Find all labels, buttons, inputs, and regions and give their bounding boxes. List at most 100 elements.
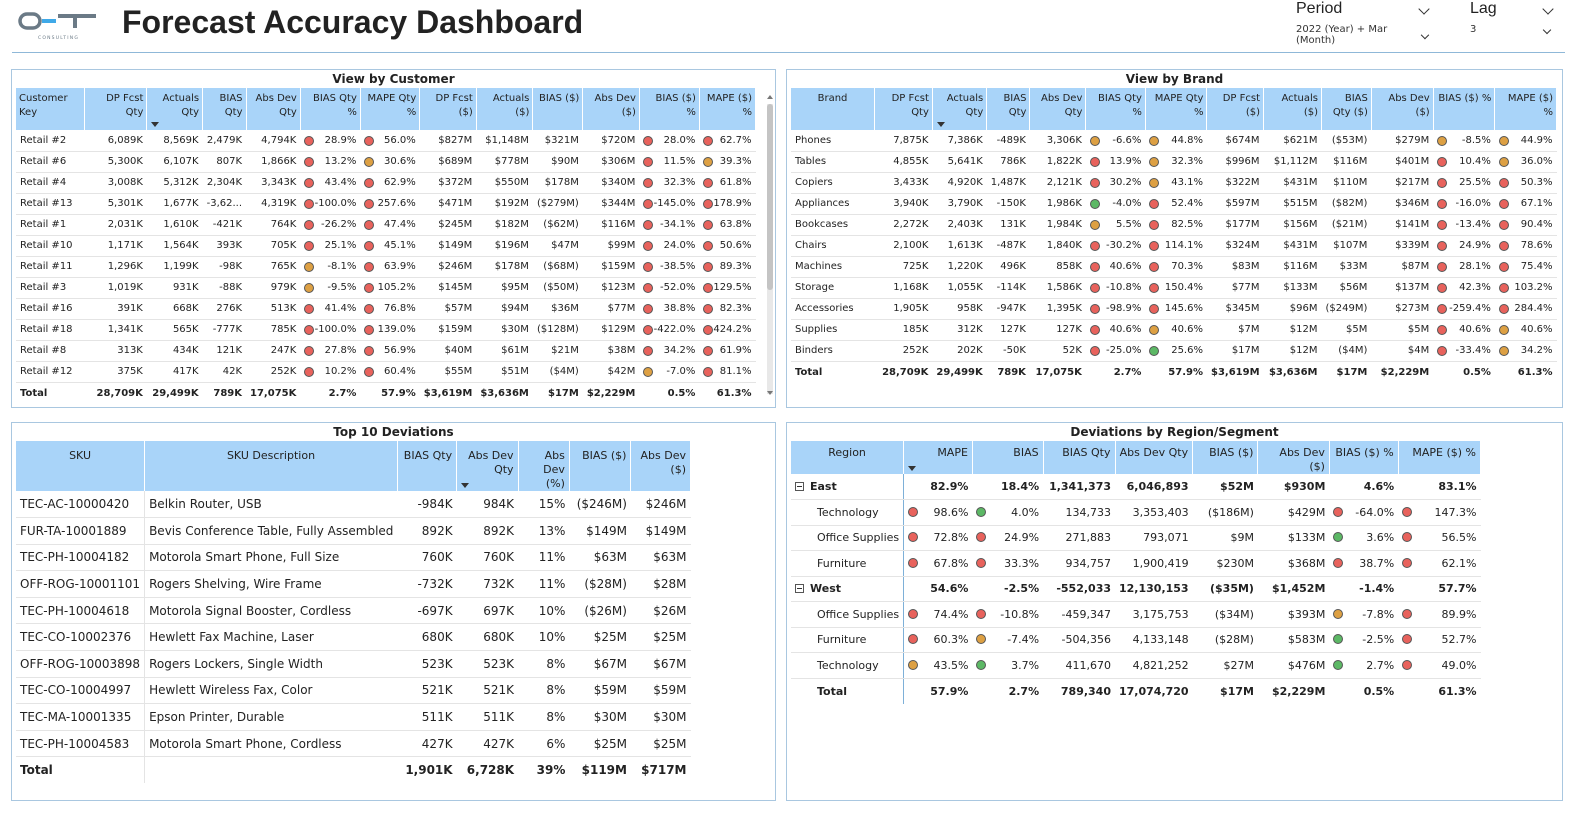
column-header[interactable]: Abs Dev Qty bbox=[246, 88, 301, 130]
column-header[interactable]: Actuals ($) bbox=[1263, 88, 1322, 130]
column-header[interactable]: BIAS ($) % bbox=[639, 88, 700, 130]
column-header[interactable]: MAPE Qty % bbox=[360, 88, 421, 130]
table-row[interactable]: Accessories 1,905K 958K -947K 1,395K -98.9% 14… bbox=[791, 298, 1557, 320]
table-row[interactable]: Tables 4,855K 5,641K 786K 1,822K 13.9% 32.3% $9… bbox=[791, 151, 1557, 173]
segment-row[interactable]: Technology 43.5% 3.7% 411,670 4,821,252 $27M $… bbox=[791, 652, 1481, 679]
column-header[interactable]: BIAS ($) % bbox=[1329, 441, 1399, 474]
sort-descending-icon[interactable] bbox=[151, 122, 160, 127]
table-row[interactable]: Retail #4 3,008K 5,312K 2,304K 3,343K 43.4% 62… bbox=[16, 172, 756, 194]
collapse-icon[interactable] bbox=[795, 584, 804, 594]
table-row[interactable]: Storage 1,168K 1,055K -114K 1,586K -10.8% 150.… bbox=[791, 277, 1557, 299]
chevron-down-icon[interactable] bbox=[1542, 25, 1552, 34]
column-header[interactable]: BIAS bbox=[972, 441, 1044, 474]
table-row[interactable]: Retail #1 2,031K 1,610K -421K 764K -26.2% 47.4… bbox=[16, 214, 756, 236]
column-header[interactable]: BIAS ($) bbox=[569, 441, 632, 491]
table-row[interactable]: Retail #2 6,089K 8,569K 2,479K 4,794K 28.9% 56… bbox=[16, 130, 756, 152]
table-row[interactable]: OFF-ROG-10003898 Rogers Lockers, Single W… bbox=[16, 650, 691, 678]
region-group-row[interactable]: West 54.6% -2.5% -552,033 12,130,153 ($35M) $1… bbox=[791, 576, 1481, 602]
table-row[interactable]: Retail #18 1,341K 565K -777K 785K -100.0% 139.… bbox=[16, 319, 756, 341]
column-header[interactable]: MAPE bbox=[903, 441, 973, 474]
column-header[interactable]: DP Fcst ($) bbox=[1206, 88, 1265, 130]
column-header[interactable]: Abs Dev ($) bbox=[630, 441, 691, 491]
column-header[interactable]: Abs Dev ($) bbox=[1371, 88, 1434, 130]
column-header[interactable]: MAPE ($) % bbox=[699, 88, 757, 130]
table-row[interactable]: TEC-MA-10001335 Epson Printer, Durable 511… bbox=[16, 703, 691, 731]
table-row[interactable]: Retail #16 391K 668K 276K 513K 41.4% 76.8% $57M… bbox=[16, 298, 756, 320]
region-name[interactable]: East bbox=[791, 474, 905, 500]
table-row[interactable]: TEC-PH-10004182 Motorola Smart Phone, Ful… bbox=[16, 544, 691, 572]
column-header[interactable]: MAPE ($) % bbox=[1398, 441, 1482, 474]
table-row[interactable]: Copiers 3,433K 4,920K 1,487K 2,121K 30.2% 43.1… bbox=[791, 172, 1557, 194]
table-row[interactable]: TEC-AC-10000420 Belkin Router, USB -984K 98… bbox=[16, 491, 691, 519]
chevron-down-icon[interactable] bbox=[1418, 3, 1430, 15]
customer-scrollbar[interactable] bbox=[767, 104, 773, 394]
table-row[interactable]: FUR-TA-10001889 Bevis Conference Table, F… bbox=[16, 517, 691, 545]
column-header[interactable]: Region bbox=[791, 441, 905, 474]
lag-slicer-value[interactable]: 3 bbox=[1470, 24, 1477, 35]
table-row[interactable]: Phones 7,875K 7,386K -489K 3,306K -6.6% 44.8% $… bbox=[791, 130, 1557, 152]
column-header[interactable]: Actuals Qty bbox=[932, 88, 988, 130]
column-header[interactable]: Actuals Qty bbox=[146, 88, 204, 130]
column-header[interactable]: MAPE Qty % bbox=[1145, 88, 1208, 130]
table-row[interactable]: Supplies 185K 312K 127K 127K 40.6% 40.6% $7M $12… bbox=[791, 319, 1557, 341]
segment-row[interactable]: Technology 98.6% 4.0% 134,733 3,353,403 ($186… bbox=[791, 499, 1481, 526]
column-header[interactable]: BIAS ($) bbox=[532, 88, 584, 130]
column-header[interactable]: DP Fcst Qty bbox=[874, 88, 933, 130]
table-row[interactable]: TEC-PH-10004583 Motorola Smart Phone, Cor… bbox=[16, 730, 691, 758]
sort-descending-icon[interactable] bbox=[461, 483, 470, 488]
table-row[interactable]: Retail #13 5,301K 1,677K -3,62... 4,319K -100… bbox=[16, 193, 756, 215]
table-row[interactable]: Retail #8 313K 434K 121K 247K 27.8% 56.9% $40M $… bbox=[16, 340, 756, 362]
column-header[interactable]: Abs Dev Qty bbox=[1029, 88, 1087, 130]
table-row[interactable]: Retail #10 1,171K 1,564K 393K 705K 25.1% 45.1%… bbox=[16, 235, 756, 257]
table-row[interactable]: Retail #3 1,019K 931K -88K 979K -9.5% 105.2% $1… bbox=[16, 277, 756, 299]
column-header[interactable]: Customer Key bbox=[16, 88, 85, 130]
column-header[interactable]: Abs Dev ($) bbox=[582, 88, 640, 130]
column-header[interactable]: SKU Description bbox=[144, 441, 398, 491]
column-header[interactable]: Abs Dev Qty bbox=[456, 441, 519, 491]
column-header[interactable]: BIAS Qty ($) bbox=[1321, 88, 1372, 130]
column-header[interactable]: BIAS ($) bbox=[1192, 441, 1259, 474]
column-header[interactable]: DP Fcst Qty bbox=[84, 88, 148, 130]
table-row[interactable]: Retail #11 1,296K 1,199K -98K 765K -8.1% 63.9%… bbox=[16, 256, 756, 278]
column-header[interactable]: BIAS Qty bbox=[1043, 441, 1116, 474]
sort-descending-icon[interactable] bbox=[908, 466, 917, 471]
segment-row[interactable]: Office Supplies 72.8% 24.9% 271,883 793,071 $… bbox=[791, 525, 1481, 551]
sort-descending-icon[interactable] bbox=[936, 122, 945, 127]
customer-scroll-thumb[interactable] bbox=[767, 104, 773, 290]
collapse-icon[interactable] bbox=[795, 482, 804, 491]
column-header[interactable]: Abs Dev ($) bbox=[1257, 441, 1330, 474]
table-row[interactable]: Appliances 3,940K 3,790K -150K 1,986K -4.0% 52… bbox=[791, 193, 1557, 215]
table-row[interactable]: TEC-PH-10004618 Motorola Signal Booster, … bbox=[16, 597, 691, 625]
column-header[interactable]: Abs Dev Qty bbox=[1115, 441, 1194, 474]
column-header[interactable]: BIAS Qty bbox=[202, 88, 247, 130]
scroll-up-icon[interactable] bbox=[767, 95, 773, 99]
table-row[interactable]: Bookcases 2,272K 2,403K 131K 1,984K 5.5% 82.5%… bbox=[791, 214, 1557, 236]
column-header[interactable]: Actuals ($) bbox=[476, 88, 534, 130]
column-header[interactable]: BIAS Qty % bbox=[300, 88, 361, 130]
column-header[interactable]: MAPE ($) % bbox=[1494, 88, 1557, 130]
lag-slicer[interactable]: Lag 3 bbox=[1470, 0, 1554, 35]
table-row[interactable]: TEC-CO-10002376 Hewlett Fax Machine, Lase… bbox=[16, 623, 691, 652]
segment-row[interactable]: Furniture 67.8% 33.3% 934,757 1,900,419 $230M… bbox=[791, 550, 1481, 577]
region-group-row[interactable]: East 82.9% 18.4% 1,341,373 6,046,893 $52M $930… bbox=[791, 474, 1481, 500]
table-row[interactable]: Binders 252K 202K -50K 52K -25.0% 25.6% $17M $12… bbox=[791, 340, 1557, 362]
column-header[interactable]: BIAS Qty bbox=[397, 441, 458, 491]
table-row[interactable]: Retail #12 375K 417K 42K 252K 10.2% 60.4% $55M $… bbox=[16, 361, 756, 383]
table-row[interactable]: Machines 725K 1,220K 496K 858K 40.6% 70.3% $83M… bbox=[791, 256, 1557, 278]
column-header[interactable]: DP Fcst ($) bbox=[419, 88, 477, 130]
table-row[interactable]: OFF-ROG-10001101 Rogers Shelving, Wire Fr… bbox=[16, 570, 691, 598]
table-row[interactable]: Retail #6 5,300K 6,107K 807K 1,866K 13.2% 30.6… bbox=[16, 151, 756, 173]
chevron-down-icon[interactable] bbox=[1542, 3, 1554, 15]
column-header[interactable]: Abs Dev (%) bbox=[518, 441, 570, 491]
segment-row[interactable]: Furniture 60.3% -7.4% -504,356 4,133,148 ($28… bbox=[791, 627, 1481, 653]
table-row[interactable]: Chairs 2,100K 1,613K -487K 1,840K -30.2% 114.1… bbox=[791, 235, 1557, 257]
column-header[interactable]: Brand bbox=[791, 88, 876, 130]
region-name[interactable]: West bbox=[791, 576, 905, 602]
period-slicer[interactable]: Period 2022 (Year) + Mar (Month) bbox=[1296, 0, 1432, 46]
column-header[interactable]: SKU bbox=[16, 441, 146, 491]
table-row[interactable]: TEC-CO-10004997 Hewlett Wireless Fax, Col… bbox=[16, 677, 691, 705]
column-header[interactable]: BIAS ($) % bbox=[1433, 88, 1496, 130]
segment-row[interactable]: Office Supplies 74.4% -10.8% -459,347 3,175,… bbox=[791, 601, 1481, 628]
column-header[interactable]: BIAS Qty bbox=[986, 88, 1031, 130]
period-slicer-value[interactable]: 2022 (Year) + Mar (Month) bbox=[1296, 24, 1388, 46]
